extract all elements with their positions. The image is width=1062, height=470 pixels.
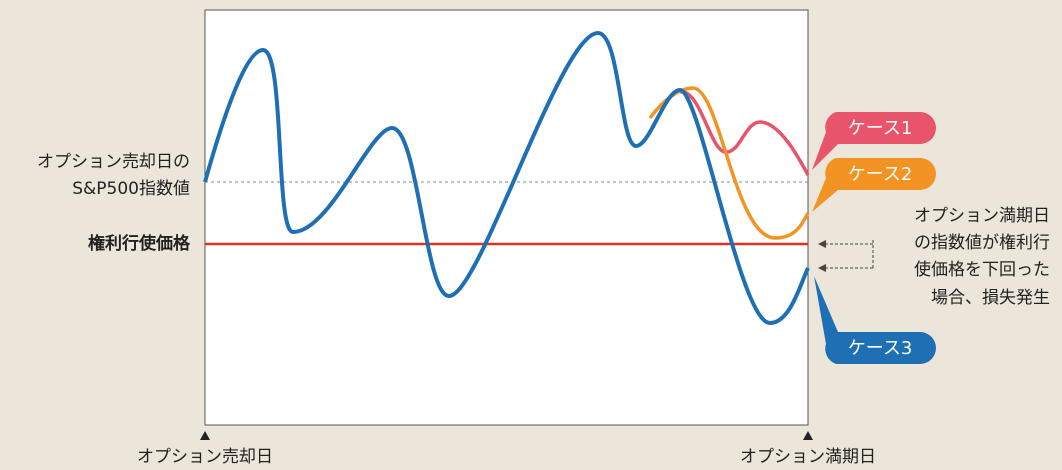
sale-index-label: S&P500指数値 (72, 179, 190, 199)
note-arrows (818, 240, 826, 272)
note-bracket (826, 240, 874, 269)
case-label: ケース1 (848, 118, 913, 139)
case3-curve (203, 30, 810, 326)
note-text: 場合、損失発生 (931, 288, 1050, 308)
sale-index-label: オプション売却日の (37, 152, 190, 172)
case2-shape (812, 158, 936, 212)
case1-shape (812, 112, 936, 170)
case2-badge: ケース2 (812, 158, 936, 212)
x-label-start: オプション売却日 (137, 447, 273, 467)
note-text: の指数値が権利行 (914, 233, 1050, 253)
strike-label: 権利行使価格 (88, 233, 191, 254)
x-label-end: オプション満期日 (740, 447, 876, 467)
case1-badge: ケース1 (812, 112, 936, 170)
plot-area (204, 9, 809, 426)
note-text: オプション満期日 (914, 206, 1050, 226)
case1-curve (679, 90, 810, 176)
note-text: 使価格を下回った (914, 259, 1050, 280)
case-label: ケース3 (848, 338, 913, 359)
case3-badge: ケース3 (814, 276, 936, 364)
case3-shape (814, 276, 936, 364)
case-label: ケース2 (848, 164, 913, 185)
